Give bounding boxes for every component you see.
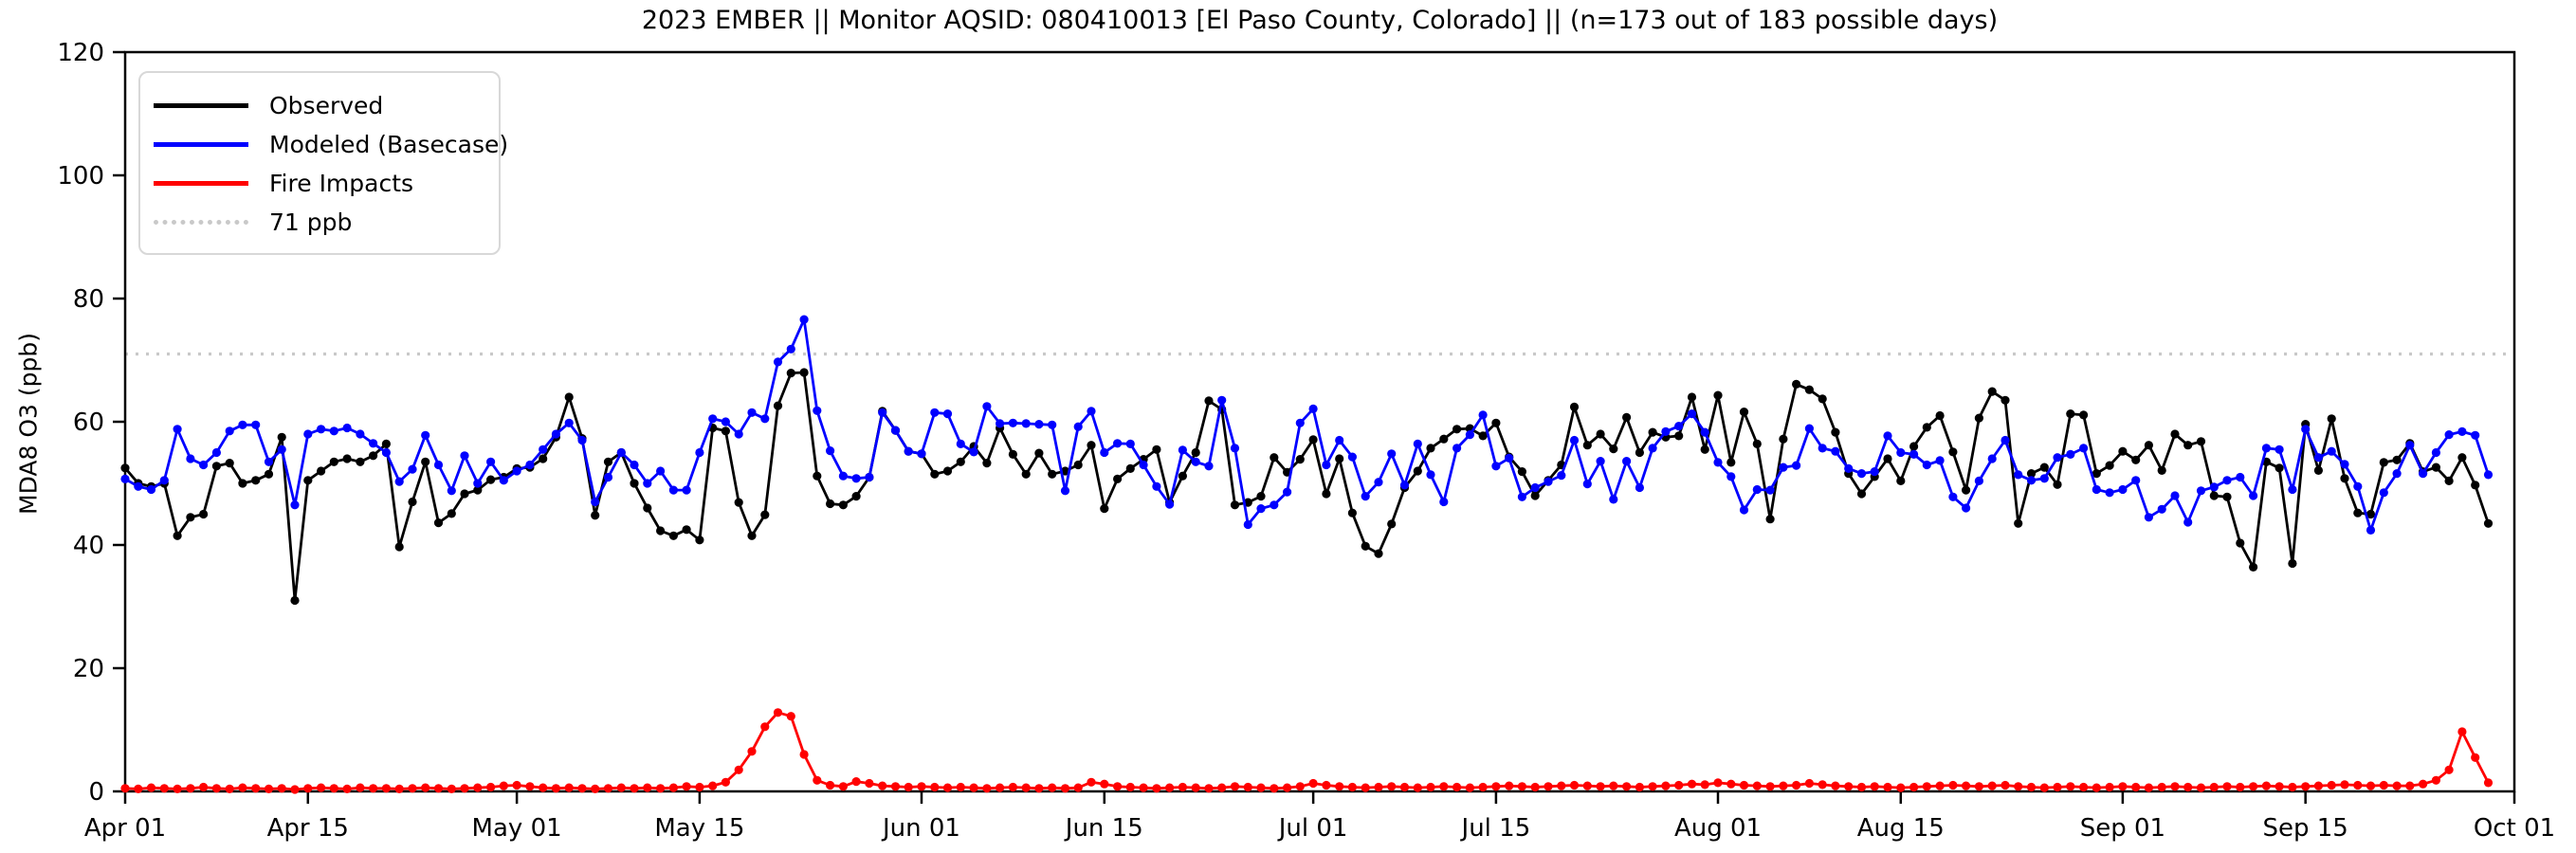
modeled-line-swatch-icon: [154, 142, 248, 147]
modeled-basecase-line: [123, 318, 2490, 532]
y-tick-label: 40: [73, 532, 104, 560]
legend-item-threshold: 71 ppb: [154, 203, 482, 242]
fire-impacts-line: [123, 711, 2490, 791]
observed-line-swatch-icon: [154, 103, 248, 108]
legend-label-fire: Fire Impacts: [269, 170, 414, 197]
fire-line-swatch-icon: [154, 181, 248, 186]
legend-label-threshold: 71 ppb: [269, 209, 353, 236]
x-tick-label: Apr 15: [267, 814, 349, 843]
x-tick-label: Apr 01: [84, 814, 166, 843]
y-tick-label: 60: [73, 408, 104, 437]
x-tick-label: Sep 15: [2262, 814, 2348, 843]
y-tick-label: 120: [57, 39, 104, 67]
x-tick-label: Jun 15: [1064, 814, 1143, 843]
x-tick-label: Oct 01: [2474, 814, 2555, 843]
x-tick-label: May 01: [472, 814, 562, 843]
y-tick-label: 80: [73, 285, 104, 314]
legend-label-observed: Observed: [269, 92, 384, 119]
y-tick-label: 100: [57, 162, 104, 191]
legend-item-modeled: Modeled (Basecase): [154, 125, 508, 164]
legend-item-observed: Observed: [154, 86, 482, 125]
y-tick-label: 20: [73, 655, 104, 683]
legend-label-modeled: Modeled (Basecase): [269, 131, 509, 158]
legend-item-fire: Fire Impacts: [154, 164, 482, 203]
chart-title: 2023 EMBER || Monitor AQSID: 080410013 […: [641, 6, 1999, 35]
x-tick-label: Jul 01: [1277, 814, 1348, 843]
x-tick-label: Jul 15: [1460, 814, 1531, 843]
x-tick-label: Aug 15: [1857, 814, 1945, 843]
threshold-line-swatch-icon: [154, 220, 248, 225]
y-tick-label: 0: [88, 778, 104, 807]
legend: Observed Modeled (Basecase) Fire Impacts…: [138, 71, 508, 255]
x-tick-label: Sep 01: [2080, 814, 2165, 843]
y-axis-label: MDA8 O3 (ppb): [14, 333, 43, 515]
fire-impacts-markers: [120, 708, 2494, 794]
x-tick-label: May 15: [654, 814, 744, 843]
modeled-basecase-markers: [120, 315, 2494, 535]
x-tick-label: Aug 01: [1674, 814, 1762, 843]
x-tick-label: Jun 01: [881, 814, 960, 843]
